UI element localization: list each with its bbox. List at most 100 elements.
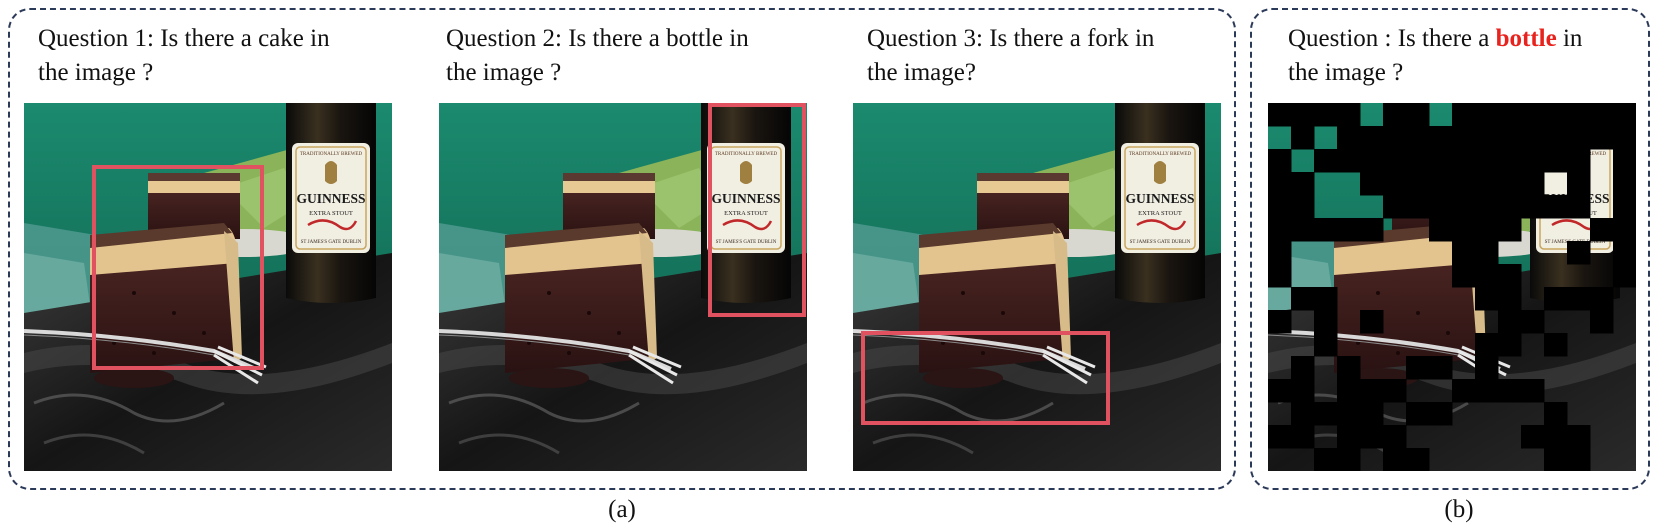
masked-patch (1452, 264, 1476, 288)
bottle-brand: GUINNESS (296, 191, 365, 206)
masked-patch (1429, 149, 1453, 173)
masked-patch (1567, 172, 1591, 196)
masked-patch (1613, 195, 1636, 219)
masked-patch (1567, 287, 1591, 311)
masked-patch (1383, 425, 1407, 449)
masked-patch (1590, 126, 1614, 150)
masked-patch (1291, 218, 1315, 242)
masked-patch (1268, 264, 1292, 288)
masked-patch (1544, 195, 1568, 219)
masked-patch (1567, 448, 1591, 471)
question-2-line2: the image ? (446, 56, 806, 90)
masked-patch (1521, 425, 1545, 449)
masked-patch (1337, 425, 1361, 449)
masked-patch (1406, 149, 1430, 173)
masked-patch (1475, 218, 1499, 242)
masked-patch (1268, 195, 1292, 219)
masked-patch (1314, 448, 1338, 471)
masked-patch (1360, 126, 1384, 150)
masked-patch (1498, 103, 1522, 127)
masked-patch (1268, 310, 1292, 334)
masked-patch (1383, 149, 1407, 173)
question-2-line1: Question 2: Is there a bottle in (446, 22, 806, 56)
masked-patch (1337, 448, 1361, 471)
masked-patch (1360, 218, 1384, 242)
masked-patch (1544, 103, 1568, 127)
masked-patch (1406, 402, 1430, 426)
bottle-sub: EXTRA STOUT (309, 210, 353, 217)
masked-patch (1590, 310, 1614, 334)
masked-patch (1337, 103, 1361, 127)
masked-patch (1521, 126, 1545, 150)
masked-patch (1613, 241, 1636, 265)
masked-patch (1452, 218, 1476, 242)
masked-patch (1406, 126, 1430, 150)
masked-patch (1567, 149, 1591, 173)
question-b-prefix: Question : Is there a (1288, 25, 1496, 52)
question-3-line1: Question 3: Is there a fork in (867, 22, 1227, 56)
masked-patch (1544, 333, 1568, 357)
masked-patch (1475, 172, 1499, 196)
question-1: Question 1: Is there a cake in the image… (38, 22, 398, 90)
patch-mask-overlay (1268, 103, 1636, 471)
bottle-sub: EXTRA STOUT (1138, 210, 1182, 217)
masked-patch (1498, 149, 1522, 173)
masked-patch (1475, 379, 1499, 403)
masked-patch (1314, 333, 1338, 357)
masked-patch (1360, 149, 1384, 173)
question-1-line2: the image ? (38, 56, 398, 90)
question-b-line1: Question : Is there a bottle in (1288, 22, 1648, 56)
masked-patch (1383, 103, 1407, 127)
masked-patch (1291, 425, 1315, 449)
masked-patch (1521, 103, 1545, 127)
masked-patch (1521, 172, 1545, 196)
masked-patch (1521, 310, 1545, 334)
masked-patch (1268, 218, 1292, 242)
question-2: Question 2: Is there a bottle in the ima… (446, 22, 806, 90)
masked-patch (1613, 172, 1636, 196)
bbox-cake (92, 165, 264, 370)
masked-patch (1567, 425, 1591, 449)
masked-patch (1314, 103, 1338, 127)
masked-patch (1475, 126, 1499, 150)
masked-patch (1567, 241, 1591, 265)
bottle-label-top: TRADITIONALLY BREWED (300, 152, 363, 157)
question-1-line1: Question 1: Is there a cake in (38, 22, 398, 56)
masked-patch (1291, 287, 1315, 311)
masked-patch (1452, 172, 1476, 196)
bbox-fork (861, 331, 1110, 425)
masked-patch (1337, 149, 1361, 173)
masked-patch (1429, 195, 1453, 219)
question-b-line2: the image ? (1288, 56, 1648, 90)
masked-patch (1613, 126, 1636, 150)
masked-patch (1291, 356, 1315, 380)
masked-patch (1291, 126, 1315, 150)
bottle-label-bottom: ST JAMES'S GATE DUBLIN (301, 240, 362, 245)
masked-patch (1337, 356, 1361, 380)
bbox-bottle (708, 103, 806, 317)
masked-patch (1429, 172, 1453, 196)
masked-patch (1475, 103, 1499, 127)
question-3-line2: the image? (867, 56, 1227, 90)
masked-patch (1452, 126, 1476, 150)
masked-patch (1475, 356, 1499, 380)
masked-patch (1567, 103, 1591, 127)
masked-patch (1475, 333, 1499, 357)
masked-patch (1498, 287, 1522, 311)
masked-patch (1590, 287, 1614, 311)
masked-patch (1383, 126, 1407, 150)
masked-patch (1498, 126, 1522, 150)
masked-patch (1268, 149, 1292, 173)
masked-patch (1590, 218, 1614, 242)
masked-patch (1314, 402, 1338, 426)
masked-patch (1406, 172, 1430, 196)
masked-patch (1544, 287, 1568, 311)
masked-patch (1544, 402, 1568, 426)
bottle-brand: GUINNESS (1125, 191, 1194, 206)
masked-patch (1452, 103, 1476, 127)
masked-patch (1590, 103, 1614, 127)
masked-patch (1291, 103, 1315, 127)
masked-patch (1613, 149, 1636, 173)
caption-b: (b) (1429, 493, 1489, 527)
masked-patch (1268, 172, 1292, 196)
